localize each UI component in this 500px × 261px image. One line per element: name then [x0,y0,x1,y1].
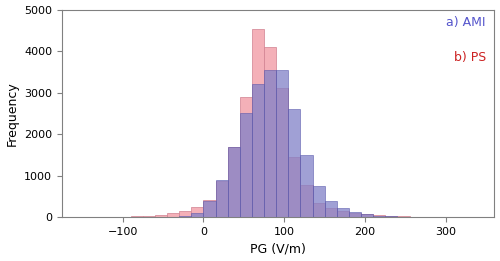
Bar [143,216,155,217]
Y-axis label: Frequency: Frequency [6,81,18,146]
Bar [240,97,252,217]
Bar [130,216,143,217]
X-axis label: PG (V/m): PG (V/m) [250,242,306,256]
Bar [155,215,167,217]
Bar [179,216,192,217]
Bar [288,109,300,217]
Bar [373,215,386,217]
Bar [216,181,228,217]
Text: b) PS: b) PS [454,51,486,64]
Bar [276,88,288,217]
Bar [228,147,240,217]
Bar [204,200,216,217]
Bar [324,207,337,217]
Bar [373,216,386,217]
Bar [361,214,373,217]
Bar [337,207,349,217]
Bar [349,212,361,217]
Bar [179,211,192,217]
Bar [204,201,216,217]
Bar [264,47,276,217]
Bar [398,216,409,217]
Bar [192,207,203,217]
Bar [361,215,373,217]
Bar [337,211,349,217]
Bar [252,29,264,217]
Bar [349,213,361,217]
Bar [312,186,324,217]
Bar [216,180,228,217]
Bar [300,185,312,217]
Bar [288,157,300,217]
Bar [228,147,240,217]
Bar [276,70,288,217]
Bar [192,213,203,217]
Bar [312,203,324,217]
Text: a) AMI: a) AMI [446,16,486,29]
Bar [252,84,264,217]
Bar [386,216,398,217]
Bar [240,113,252,217]
Bar [324,201,337,217]
Bar [300,155,312,217]
Bar [167,213,179,217]
Bar [264,70,276,217]
Bar [386,216,398,217]
